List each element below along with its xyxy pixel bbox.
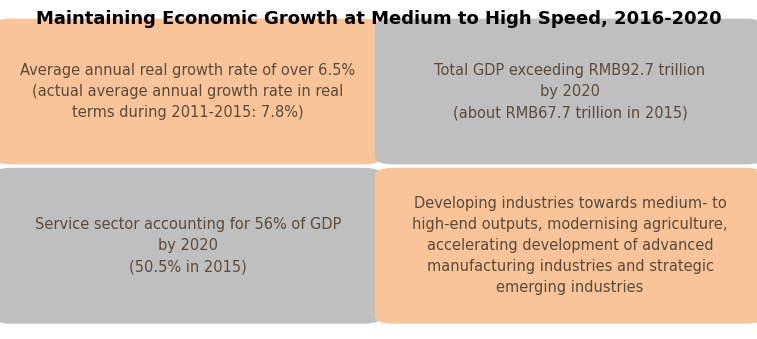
Text: Developing industries towards medium- to
high-end outputs, modernising agricultu: Developing industries towards medium- to… (413, 196, 727, 295)
Text: Total GDP exceeding RMB92.7 trillion
by 2020
(about RMB67.7 trillion in 2015): Total GDP exceeding RMB92.7 trillion by … (435, 63, 706, 120)
Text: Maintaining Economic Growth at Medium to High Speed, 2016-2020: Maintaining Economic Growth at Medium to… (36, 10, 721, 28)
FancyBboxPatch shape (375, 19, 757, 164)
FancyBboxPatch shape (0, 19, 382, 164)
Text: Service sector accounting for 56% of GDP
by 2020
(50.5% in 2015): Service sector accounting for 56% of GDP… (35, 217, 341, 274)
Text: Average annual real growth rate of over 6.5%
(actual average annual growth rate : Average annual real growth rate of over … (20, 63, 355, 120)
FancyBboxPatch shape (0, 168, 382, 324)
FancyBboxPatch shape (375, 168, 757, 324)
